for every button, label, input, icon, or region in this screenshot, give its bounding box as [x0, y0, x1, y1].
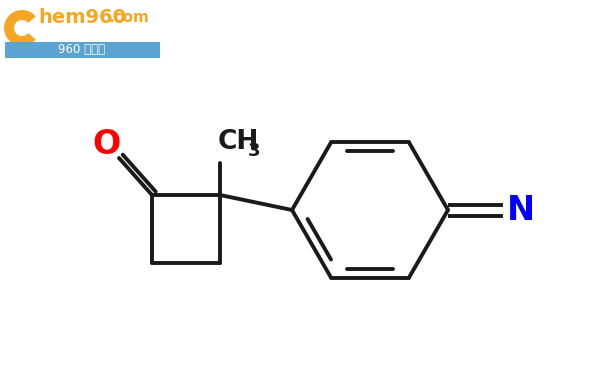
Text: 3: 3: [248, 142, 261, 160]
FancyBboxPatch shape: [5, 42, 160, 58]
Text: O: O: [92, 129, 120, 162]
Text: hem960: hem960: [38, 8, 126, 27]
Wedge shape: [4, 10, 36, 46]
Text: 960 化工网: 960 化工网: [59, 43, 105, 56]
Text: N: N: [507, 194, 535, 226]
Text: .com: .com: [108, 10, 149, 25]
Text: CH: CH: [218, 129, 260, 155]
